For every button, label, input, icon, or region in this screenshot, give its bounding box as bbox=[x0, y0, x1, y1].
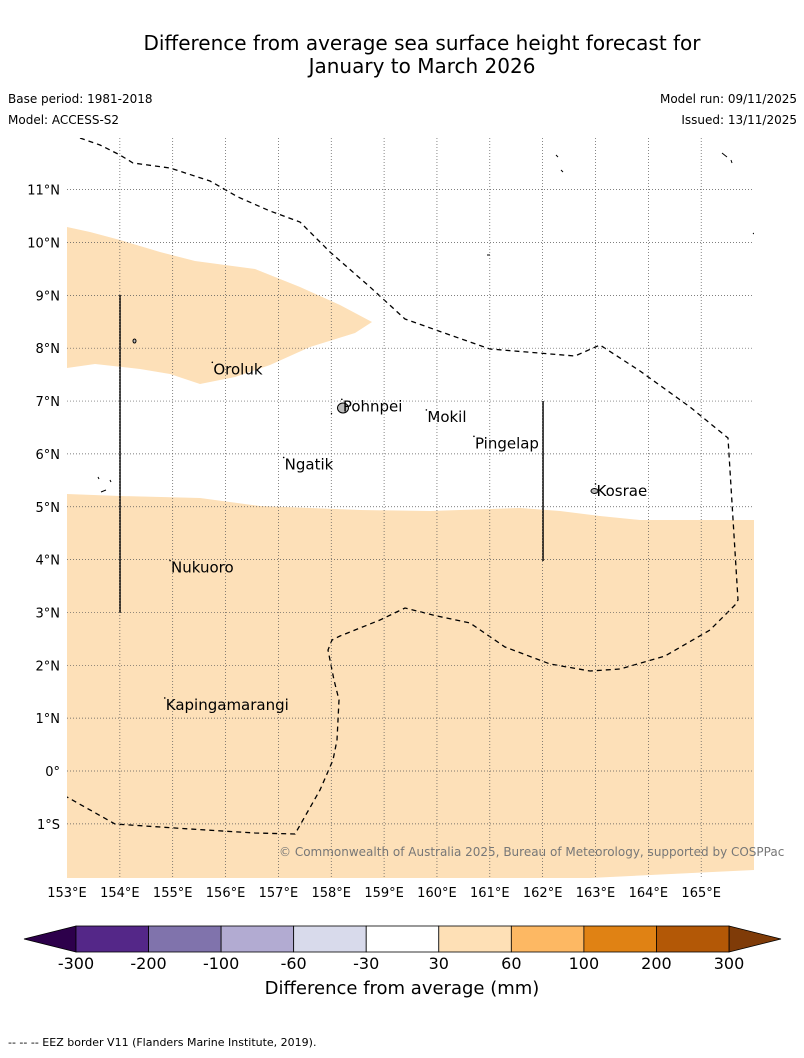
base-period-label: Base period: 1981-2018 bbox=[8, 92, 153, 106]
lat-tick-label: 7°N bbox=[36, 395, 61, 410]
colorbar bbox=[23, 925, 782, 953]
lon-tick-label: 156°E bbox=[206, 886, 246, 901]
colorbar-segment bbox=[510, 925, 585, 953]
lon-tick-label: 158°E bbox=[311, 886, 351, 901]
latitude-tick-labels: 11°N 10°N 9°N 8°N 7°N 6°N 5°N 4°N 3°N 2°N 1°N 0° 1°S bbox=[27, 184, 60, 833]
pohnpei-island-shape bbox=[337, 402, 349, 414]
colorbar-segment bbox=[438, 925, 512, 953]
colorbar-segment bbox=[220, 925, 295, 953]
lon-tick-label: 157°E bbox=[259, 886, 299, 901]
atoll-shape bbox=[97, 152, 754, 493]
copyright-notice: © Commonwealth of Australia 2025, Bureau… bbox=[279, 845, 785, 859]
place-labels: Oroluk Pohnpei Mokil Pingelap Ngatik Kosrae Nu… bbox=[163, 360, 648, 714]
place-label-pingelap: Pingelap bbox=[475, 434, 539, 452]
colorbar-tick-label: -60 bbox=[280, 954, 307, 973]
colorbar-segment bbox=[148, 925, 222, 953]
islet-shape bbox=[132, 338, 137, 344]
colorbar-segment bbox=[656, 925, 730, 953]
place-label-nukuoro: Nukuoro bbox=[171, 559, 234, 577]
place-marker bbox=[169, 559, 171, 562]
anomaly-region-north bbox=[67, 227, 372, 384]
colorbar-tick-label: 60 bbox=[501, 954, 522, 973]
place-marker bbox=[594, 483, 597, 485]
map-title: Difference from average sea surface heig… bbox=[0, 32, 804, 78]
lat-tick-label: 11°N bbox=[27, 184, 60, 199]
place-label-kapingamarangi: Kapingamarangi bbox=[166, 696, 289, 714]
lat-tick-label: 1°S bbox=[37, 818, 60, 833]
colorbar-tick-label: 100 bbox=[568, 954, 600, 973]
map-plot-area bbox=[67, 138, 754, 878]
lat-tick-label: 1°N bbox=[36, 712, 61, 727]
place-label-mokil: Mokil bbox=[427, 408, 466, 426]
lat-tick-label: 9°N bbox=[36, 289, 61, 304]
model-run-label: Model run: 09/11/2025 bbox=[659, 92, 797, 106]
lat-tick-label: 10°N bbox=[27, 237, 60, 252]
lon-tick-label: 161°E bbox=[470, 886, 510, 901]
island-outlines bbox=[97, 152, 754, 494]
place-marker bbox=[341, 398, 343, 401]
colorbar-over-arrow bbox=[728, 925, 782, 953]
longitude-tick-labels: 153°E 154°E 155°E 156°E 157°E 158°E 159°E 160°E… bbox=[47, 886, 721, 901]
lon-tick-label: 163°E bbox=[576, 886, 616, 901]
place-marker bbox=[282, 456, 285, 459]
place-marker bbox=[425, 409, 428, 411]
colorbar-tick-label: 200 bbox=[641, 954, 672, 973]
colorbar-tick-label: -300 bbox=[57, 954, 95, 973]
lon-tick-label: 154°E bbox=[100, 886, 140, 901]
lat-tick-label: 4°N bbox=[36, 554, 61, 569]
colorbar-segment bbox=[75, 925, 149, 953]
place-marker bbox=[163, 697, 166, 699]
lon-tick-label: 162°E bbox=[523, 886, 563, 901]
lat-tick-label: 2°N bbox=[36, 659, 61, 674]
lon-tick-label: 165°E bbox=[681, 886, 721, 901]
lon-tick-label: 155°E bbox=[153, 886, 193, 901]
eez-border bbox=[67, 138, 739, 835]
colorbar-segment bbox=[583, 925, 657, 953]
lat-tick-label: 6°N bbox=[36, 448, 61, 463]
eez-legend-note: -- -- -- EEZ border V11 (Flanders Marine… bbox=[8, 1036, 317, 1049]
colorbar-tick-label: 300 bbox=[713, 954, 745, 973]
colorbar-under-arrow bbox=[23, 925, 77, 953]
lat-tick-label: 8°N bbox=[36, 342, 61, 357]
place-marker bbox=[473, 435, 475, 438]
lat-tick-label: 5°N bbox=[36, 501, 61, 516]
colorbar-segment bbox=[293, 925, 367, 953]
lon-tick-label: 159°E bbox=[364, 886, 404, 901]
graticule bbox=[67, 138, 754, 878]
place-label-pohnpei: Pohnpei bbox=[343, 397, 403, 415]
lat-tick-label: 3°N bbox=[36, 606, 61, 621]
lon-tick-label: 164°E bbox=[629, 886, 669, 901]
lon-tick-label: 160°E bbox=[417, 886, 457, 901]
issued-label: Issued: 13/11/2025 bbox=[681, 113, 797, 127]
colorbar-tick-label: -200 bbox=[130, 954, 167, 973]
place-label-kosrae: Kosrae bbox=[597, 482, 648, 500]
colorbar-tick-label: -100 bbox=[202, 954, 240, 973]
anomaly-region-south bbox=[67, 494, 754, 878]
kosrae-island-shape bbox=[590, 488, 599, 494]
colorbar-segment bbox=[365, 925, 440, 953]
place-label-oroluk: Oroluk bbox=[213, 360, 262, 378]
title-line-2: January to March 2026 bbox=[308, 54, 536, 78]
title-line-1: Difference from average sea surface heig… bbox=[143, 31, 701, 55]
colorbar-title: Difference from average (mm) bbox=[264, 978, 540, 999]
lat-tick-label: 0° bbox=[45, 765, 60, 780]
colorbar-tick-label: 30 bbox=[428, 954, 449, 973]
place-label-ngatik: Ngatik bbox=[285, 455, 334, 473]
colorbar-tick-label: -30 bbox=[353, 954, 380, 973]
model-label: Model: ACCESS-S2 bbox=[8, 113, 120, 127]
place-marker bbox=[211, 361, 214, 364]
lon-tick-label: 153°E bbox=[47, 886, 87, 901]
